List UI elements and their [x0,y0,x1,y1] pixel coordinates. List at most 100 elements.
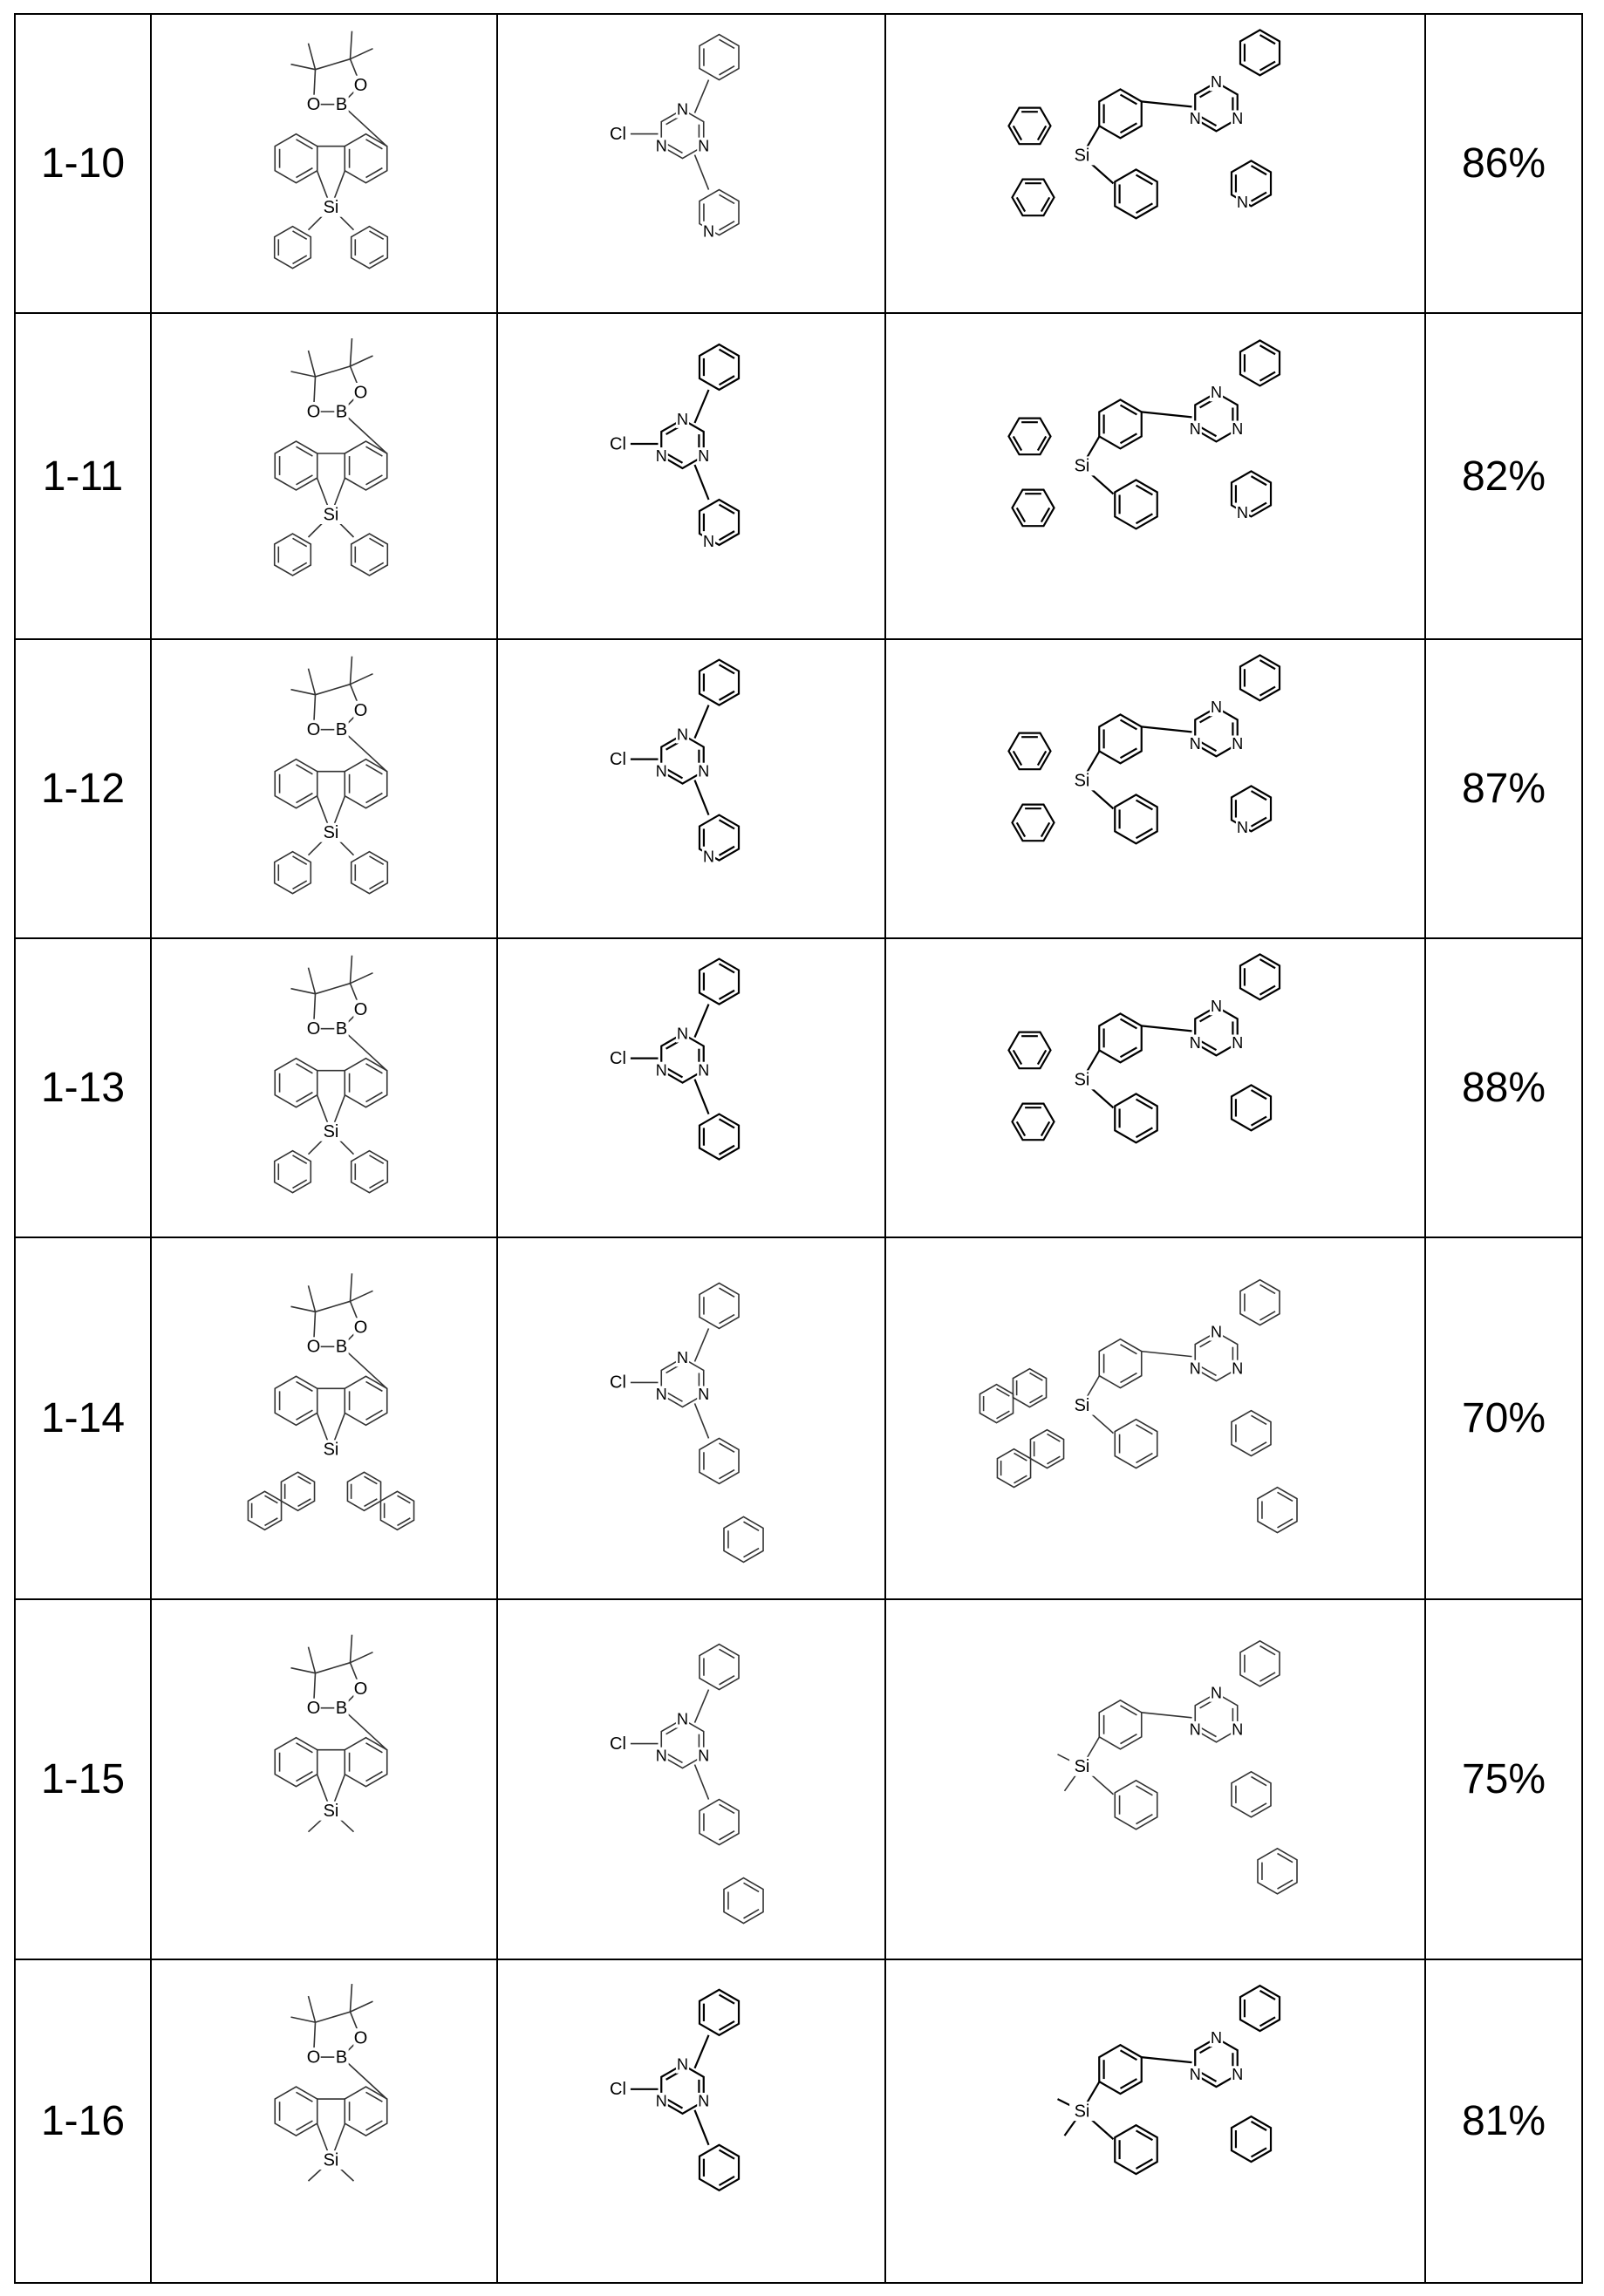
nitrogen-label: N [656,1061,667,1079]
benzo-ring-top [1098,1338,1143,1389]
benzo-ring-left [274,2086,318,2137]
chlorine-label: Cl [610,1734,626,1754]
nitrogen-label: N [698,1061,709,1079]
benzo-ring-bottom [1114,2123,1158,2176]
phenyl-ring [1011,178,1055,217]
table-row: 1-15 B O O Si Cl N N N N N N Si 75% [14,1598,1583,1960]
bond [693,2034,710,2069]
bond [349,31,353,59]
boronate-structure-cell: B O O Si [150,638,498,939]
triazine-structure: Cl N N N [605,1282,764,1564]
nitrogen-label: N [1232,1721,1243,1739]
product-structure: N N N N Si [1007,339,1281,530]
table-row: 1-12 B O O Si Cl N N N N N N N N Si 87% [14,638,1583,939]
phenyl-ring [1007,417,1052,456]
yield-value: 86% [1424,13,1583,314]
nitrogen-label: N [1211,73,1222,91]
bond [307,967,317,994]
bond [315,58,351,71]
phenyl-ring [699,33,740,81]
nitrogen-label: N [1190,1721,1201,1739]
boronate-structure-cell: B O O Si [150,1598,498,1960]
oxygen-label: O [307,95,321,114]
table-row: 1-14 B O O Si Cl N N N N N N Si 70% [14,1237,1583,1600]
compound-id: 1-14 [14,1237,152,1600]
oxygen-label: O [354,1000,368,1019]
nitrogen-label: N [656,762,667,780]
table-row: 1-13 B O O Si Cl N N N N N N Si 88% [14,937,1583,1238]
phenyl-ring [1007,1031,1052,1070]
compound-id: 1-10 [14,13,152,314]
phenyl-ring [1239,1278,1280,1326]
nitrogen-label: N [703,222,714,240]
bond [290,2016,316,2023]
nitrogen-label: N [677,411,688,428]
nitrogen-label: N [1211,1685,1222,1702]
pyridyl-ring [1230,470,1273,518]
boron-label: B [336,1699,347,1718]
oxygen-label: O [354,1318,368,1338]
boron-label: B [336,1019,347,1039]
bond [693,79,710,113]
bond [693,1764,710,1800]
phenyl-ring [1230,2115,1273,2163]
benzo-ring-bottom [1114,168,1158,220]
compound-id: 1-15 [14,1598,152,1960]
bond [349,1273,353,1302]
triazine-structure-cell: Cl N N N N [496,638,886,939]
bond [350,672,373,685]
product-structure-cell: N N N N Si [884,312,1426,640]
bond [350,47,373,60]
bond [1141,1350,1192,1358]
boronate-structure: BO O Si [274,1984,388,2182]
bond [307,668,317,695]
oxygen-label: O [307,720,321,739]
yield-value: 70% [1424,1237,1583,1600]
bond [1141,726,1192,733]
bond [693,1328,710,1362]
phenyl-ring [1011,803,1055,842]
triazine-structure: Cl N N N [605,957,741,1161]
product-structure-cell: N N N Si [884,1237,1426,1600]
phenyl-ring [699,1282,740,1330]
bond [307,1995,317,2023]
silicon-label: Si [324,2150,339,2170]
bond [350,2000,373,2013]
bond [349,955,353,984]
chlorine-label: Cl [610,1049,626,1068]
pyridyl-ring [1231,1770,1272,1818]
bond [315,982,351,995]
boronate-structure-cell: B O O Si [150,312,498,640]
boronate-structure-cell: B O O Si [150,937,498,1238]
nitrogen-label: N [703,533,714,550]
bond [307,1646,317,1673]
pyridyl-ring [1230,160,1273,208]
nitrogen-label: N [656,137,667,154]
silicon-label: Si [324,1122,339,1141]
pyridyl-ring [698,2143,741,2192]
triazine-structure: Cl N N N N [605,33,740,241]
benzo-ring-top [1098,713,1143,765]
nitrogen-label: N [698,762,709,780]
silicon-label: Si [1075,772,1090,791]
bond [349,1984,353,2013]
oxygen-label: O [354,2028,368,2047]
product-structure: N N N Si [1057,1984,1281,2176]
pyridyl-ring [698,1113,741,1161]
bond [340,729,388,773]
phenyl-ring [698,658,741,706]
naphthyl-ring [1012,1367,1048,1408]
bond [350,1651,373,1664]
bond [349,1634,353,1663]
benzo-ring-bottom [1114,1418,1158,1469]
nitrogen-label: N [1190,2066,1201,2083]
bond [1141,1025,1192,1032]
nitrogen-label: N [1211,1323,1222,1340]
naphthyl-ring [346,1471,382,1512]
product-structure-cell: N N N N Si [884,638,1426,939]
boron-label: B [336,2047,347,2067]
phenyl-ring [273,1149,312,1194]
bond [340,1707,388,1751]
phenyl-ring [699,1437,740,1485]
silicon-label: Si [1075,1396,1090,1415]
